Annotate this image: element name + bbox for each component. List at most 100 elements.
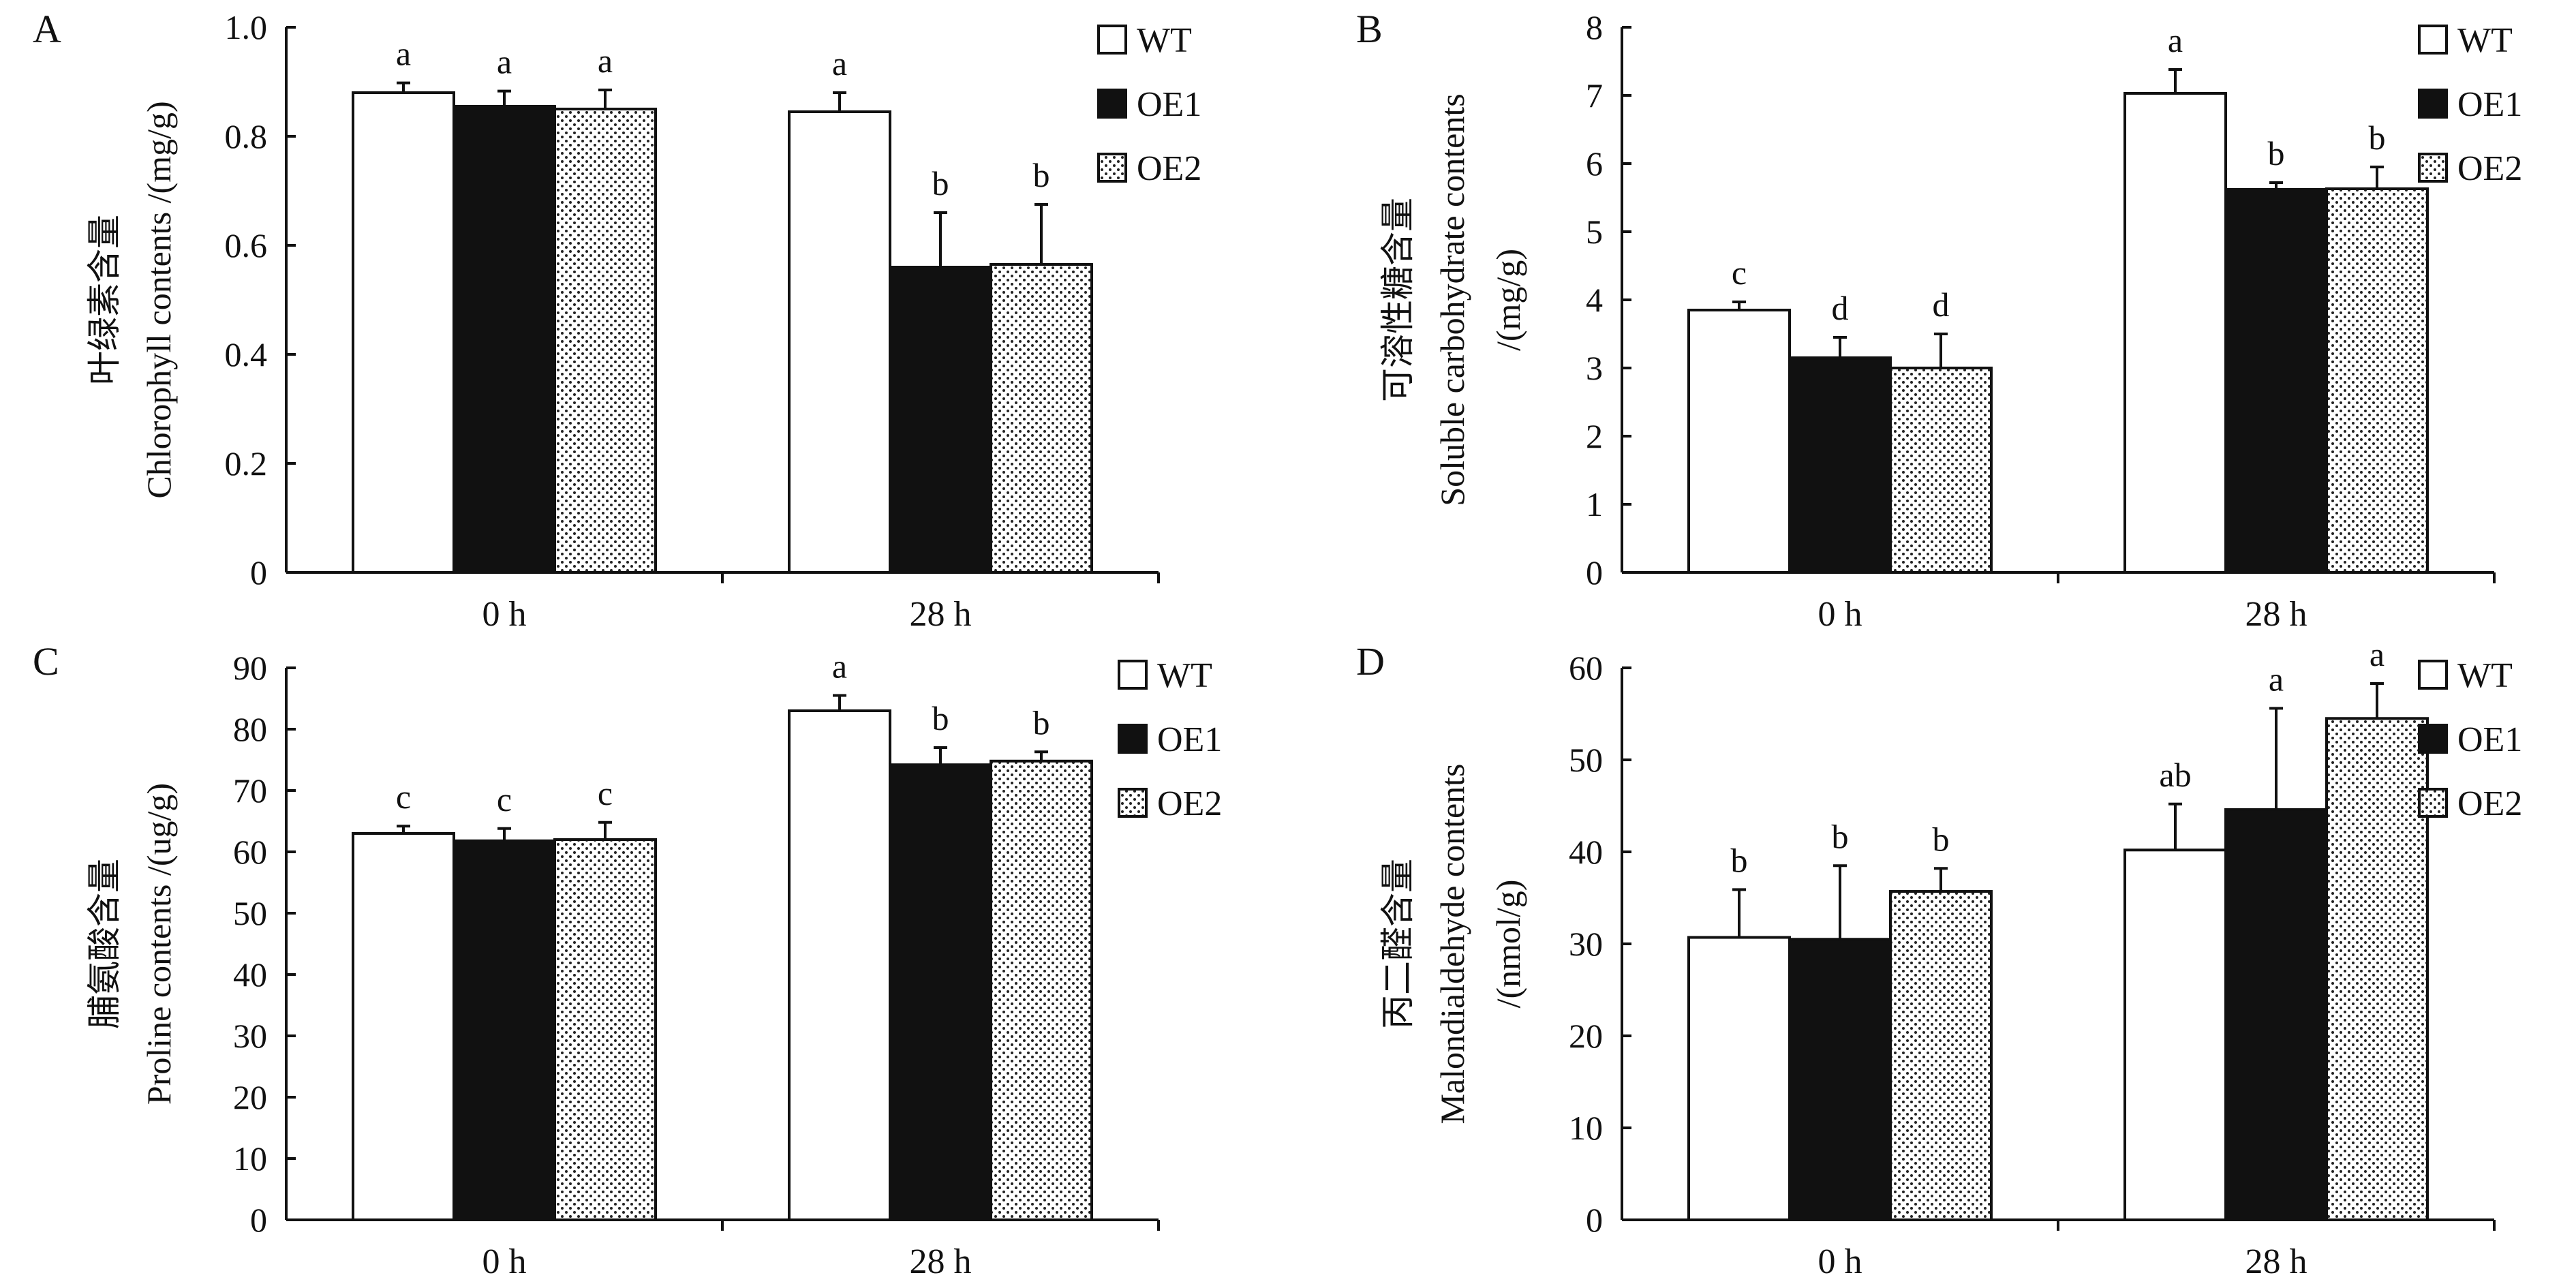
- panel-d-legend-swatch-oe1: [2418, 724, 2448, 754]
- panel-d-y-tick-label: 50: [1569, 741, 1603, 779]
- panel-d-legend-label: OE1: [2457, 720, 2522, 759]
- panel-c-significance-label: a: [832, 647, 847, 686]
- panel-d-y-tick-label: 30: [1569, 925, 1603, 963]
- panel-a-category-label: 28 h: [910, 595, 972, 634]
- panel-a-bar-wt: [788, 110, 891, 574]
- panel-d-bar-wt: [2123, 848, 2227, 1222]
- panel-b-y-tick-label: 5: [1586, 213, 1603, 251]
- panel-b-y-tick-label: 3: [1586, 349, 1603, 387]
- panel-d-bar-oe2: [1889, 890, 1993, 1222]
- panel-a-y-tick-label: 0.2: [225, 444, 268, 482]
- panel-b-legend-swatch-oe2: [2418, 153, 2448, 183]
- panel-d-bar-oe1: [1788, 938, 1892, 1221]
- panel-a-legend-label: OE1: [1137, 85, 1201, 124]
- panel-b-bar-wt: [1687, 309, 1791, 574]
- panel-a-legend-swatch-wt: [1097, 25, 1127, 55]
- panel-d-significance-label: ab: [2159, 756, 2191, 794]
- panel-b-bar-wt: [2123, 92, 2227, 574]
- panel-c-y-tick-label: 50: [233, 894, 267, 932]
- panel-c-significance-label: c: [497, 780, 512, 818]
- panel-b-legend-label: OE2: [2457, 149, 2522, 188]
- panel-c-y-tick-label: 30: [233, 1017, 267, 1055]
- panel-b-legend-label: OE1: [2457, 85, 2522, 124]
- panel-c-y-tick-label: 80: [233, 710, 267, 748]
- panel-c-ylabel-cn: 脯氨酸含量: [85, 859, 123, 1029]
- panel-a-significance-label: a: [497, 43, 512, 81]
- panel-a-significance-label: b: [1033, 156, 1050, 194]
- panel-b-category-label: 0 h: [1818, 595, 1862, 634]
- panel-a-legend-label: WT: [1137, 21, 1192, 60]
- panel-b-y-tick-label: 8: [1586, 8, 1603, 46]
- panel-c-y-tick-label: 70: [233, 771, 267, 810]
- panel-b-letter: B: [1356, 7, 1383, 51]
- panel-c-legend-swatch-oe1: [1118, 724, 1148, 754]
- panel-c-y-tick-label: 0: [250, 1201, 267, 1239]
- panel-b-ylabel-en: Soluble carbohydrate contents: [1433, 93, 1471, 506]
- panel-b-significance-label: b: [2268, 134, 2285, 172]
- panel-d-legend-swatch-oe2: [2418, 788, 2448, 818]
- panel-c-significance-label: c: [396, 778, 411, 816]
- chart-panel-a: A 0 0.2 0.4 0.6 0.8 1.0 0 h a a a 28 h a b b WT OE1 OE2 叶绿…: [33, 7, 1201, 634]
- panel-b-bar-oe1: [1788, 356, 1892, 574]
- panel-c-significance-label: b: [1033, 703, 1050, 741]
- panel-d-ylabel-unit: /(nmol/g): [1489, 880, 1527, 1009]
- panel-d-bar-oe1: [2224, 808, 2328, 1221]
- panel-b-y-tick-label: 4: [1586, 281, 1603, 319]
- panel-c-y-tick-label: 90: [233, 649, 267, 687]
- panel-d-y-tick-label: 40: [1569, 833, 1603, 871]
- panel-b-y-tick-label: 6: [1586, 144, 1603, 183]
- panel-c-significance-label: c: [598, 774, 613, 812]
- panel-d-letter: D: [1356, 639, 1385, 684]
- panel-a-legend-swatch-oe1: [1097, 89, 1127, 119]
- panel-d-legend-swatch-wt: [2418, 660, 2448, 690]
- panel-d-y-tick-label: 0: [1586, 1201, 1603, 1239]
- panel-d-y-tick-label: 60: [1569, 649, 1603, 687]
- panel-b-significance-label: a: [2168, 21, 2183, 59]
- panel-d-significance-label: a: [2269, 660, 2284, 698]
- chart-panel-c: C 0 10 20 30 40 50 60 70 80 90 0 h c c c 28 h a b b WT OE1 OE…: [33, 639, 1222, 1281]
- panel-a-category-label: 0 h: [482, 595, 527, 634]
- panel-b-y-tick-label: 1: [1586, 485, 1603, 523]
- panel-b-significance-label: d: [1933, 286, 1950, 324]
- panel-a-significance-label: b: [932, 164, 949, 202]
- panel-c-ylabel-en: Proline contents /(ug/g): [140, 783, 178, 1105]
- panel-b-legend-swatch-wt: [2418, 25, 2448, 55]
- panel-b-y-tick-label: 7: [1586, 76, 1603, 114]
- panel-d-legend-label: OE2: [2457, 784, 2522, 823]
- panel-d-significance-label: b: [1832, 817, 1849, 855]
- panel-c-bar-oe1: [889, 763, 992, 1221]
- panel-a-legend-swatch-oe2: [1097, 153, 1127, 183]
- panel-a-significance-label: a: [598, 42, 613, 80]
- panel-d-y-tick-label: 20: [1569, 1017, 1603, 1055]
- panel-a-y-tick-label: 0.8: [225, 117, 268, 155]
- panel-a-y-tick-label: 0: [250, 553, 267, 592]
- panel-d-significance-label: b: [1731, 841, 1748, 879]
- panel-c-y-tick-label: 40: [233, 955, 267, 994]
- panel-c-legend-label: OE1: [1157, 720, 1222, 759]
- panel-c-bar-oe2: [553, 838, 657, 1221]
- panel-b-y-tick-label: 2: [1586, 417, 1603, 455]
- panel-b-legend-swatch-oe1: [2418, 89, 2448, 119]
- panel-c-bar-wt: [788, 709, 891, 1221]
- panel-b-legend-label: WT: [2457, 21, 2513, 60]
- panel-b-bar-oe2: [2325, 187, 2429, 574]
- panel-c-category-label: 0 h: [482, 1242, 527, 1281]
- panel-a-bar-oe1: [453, 105, 556, 574]
- panel-b-significance-label: d: [1832, 289, 1849, 327]
- panel-c-y-tick-label: 10: [233, 1139, 267, 1178]
- panel-a-ylabel-cn: 叶绿素含量: [85, 215, 123, 385]
- panel-c-bar-oe1: [453, 839, 556, 1222]
- panel-d-bar-wt: [1687, 936, 1791, 1222]
- panel-a-y-tick-label: 0.6: [225, 226, 268, 264]
- panel-c-bar-wt: [352, 832, 455, 1221]
- panel-d-bar-oe2: [2325, 717, 2429, 1221]
- panel-c-significance-label: b: [932, 699, 949, 737]
- panel-b-ylabel-cn: 可溶性糖含量: [1379, 198, 1417, 402]
- panel-d-category-label: 0 h: [1818, 1242, 1862, 1281]
- panel-b-y-tick-label: 0: [1586, 553, 1603, 592]
- panel-c-letter: C: [33, 639, 59, 684]
- panel-c-legend-label: OE2: [1157, 784, 1222, 823]
- panel-a-letter: A: [33, 7, 61, 51]
- panel-d-significance-label: b: [1933, 820, 1950, 858]
